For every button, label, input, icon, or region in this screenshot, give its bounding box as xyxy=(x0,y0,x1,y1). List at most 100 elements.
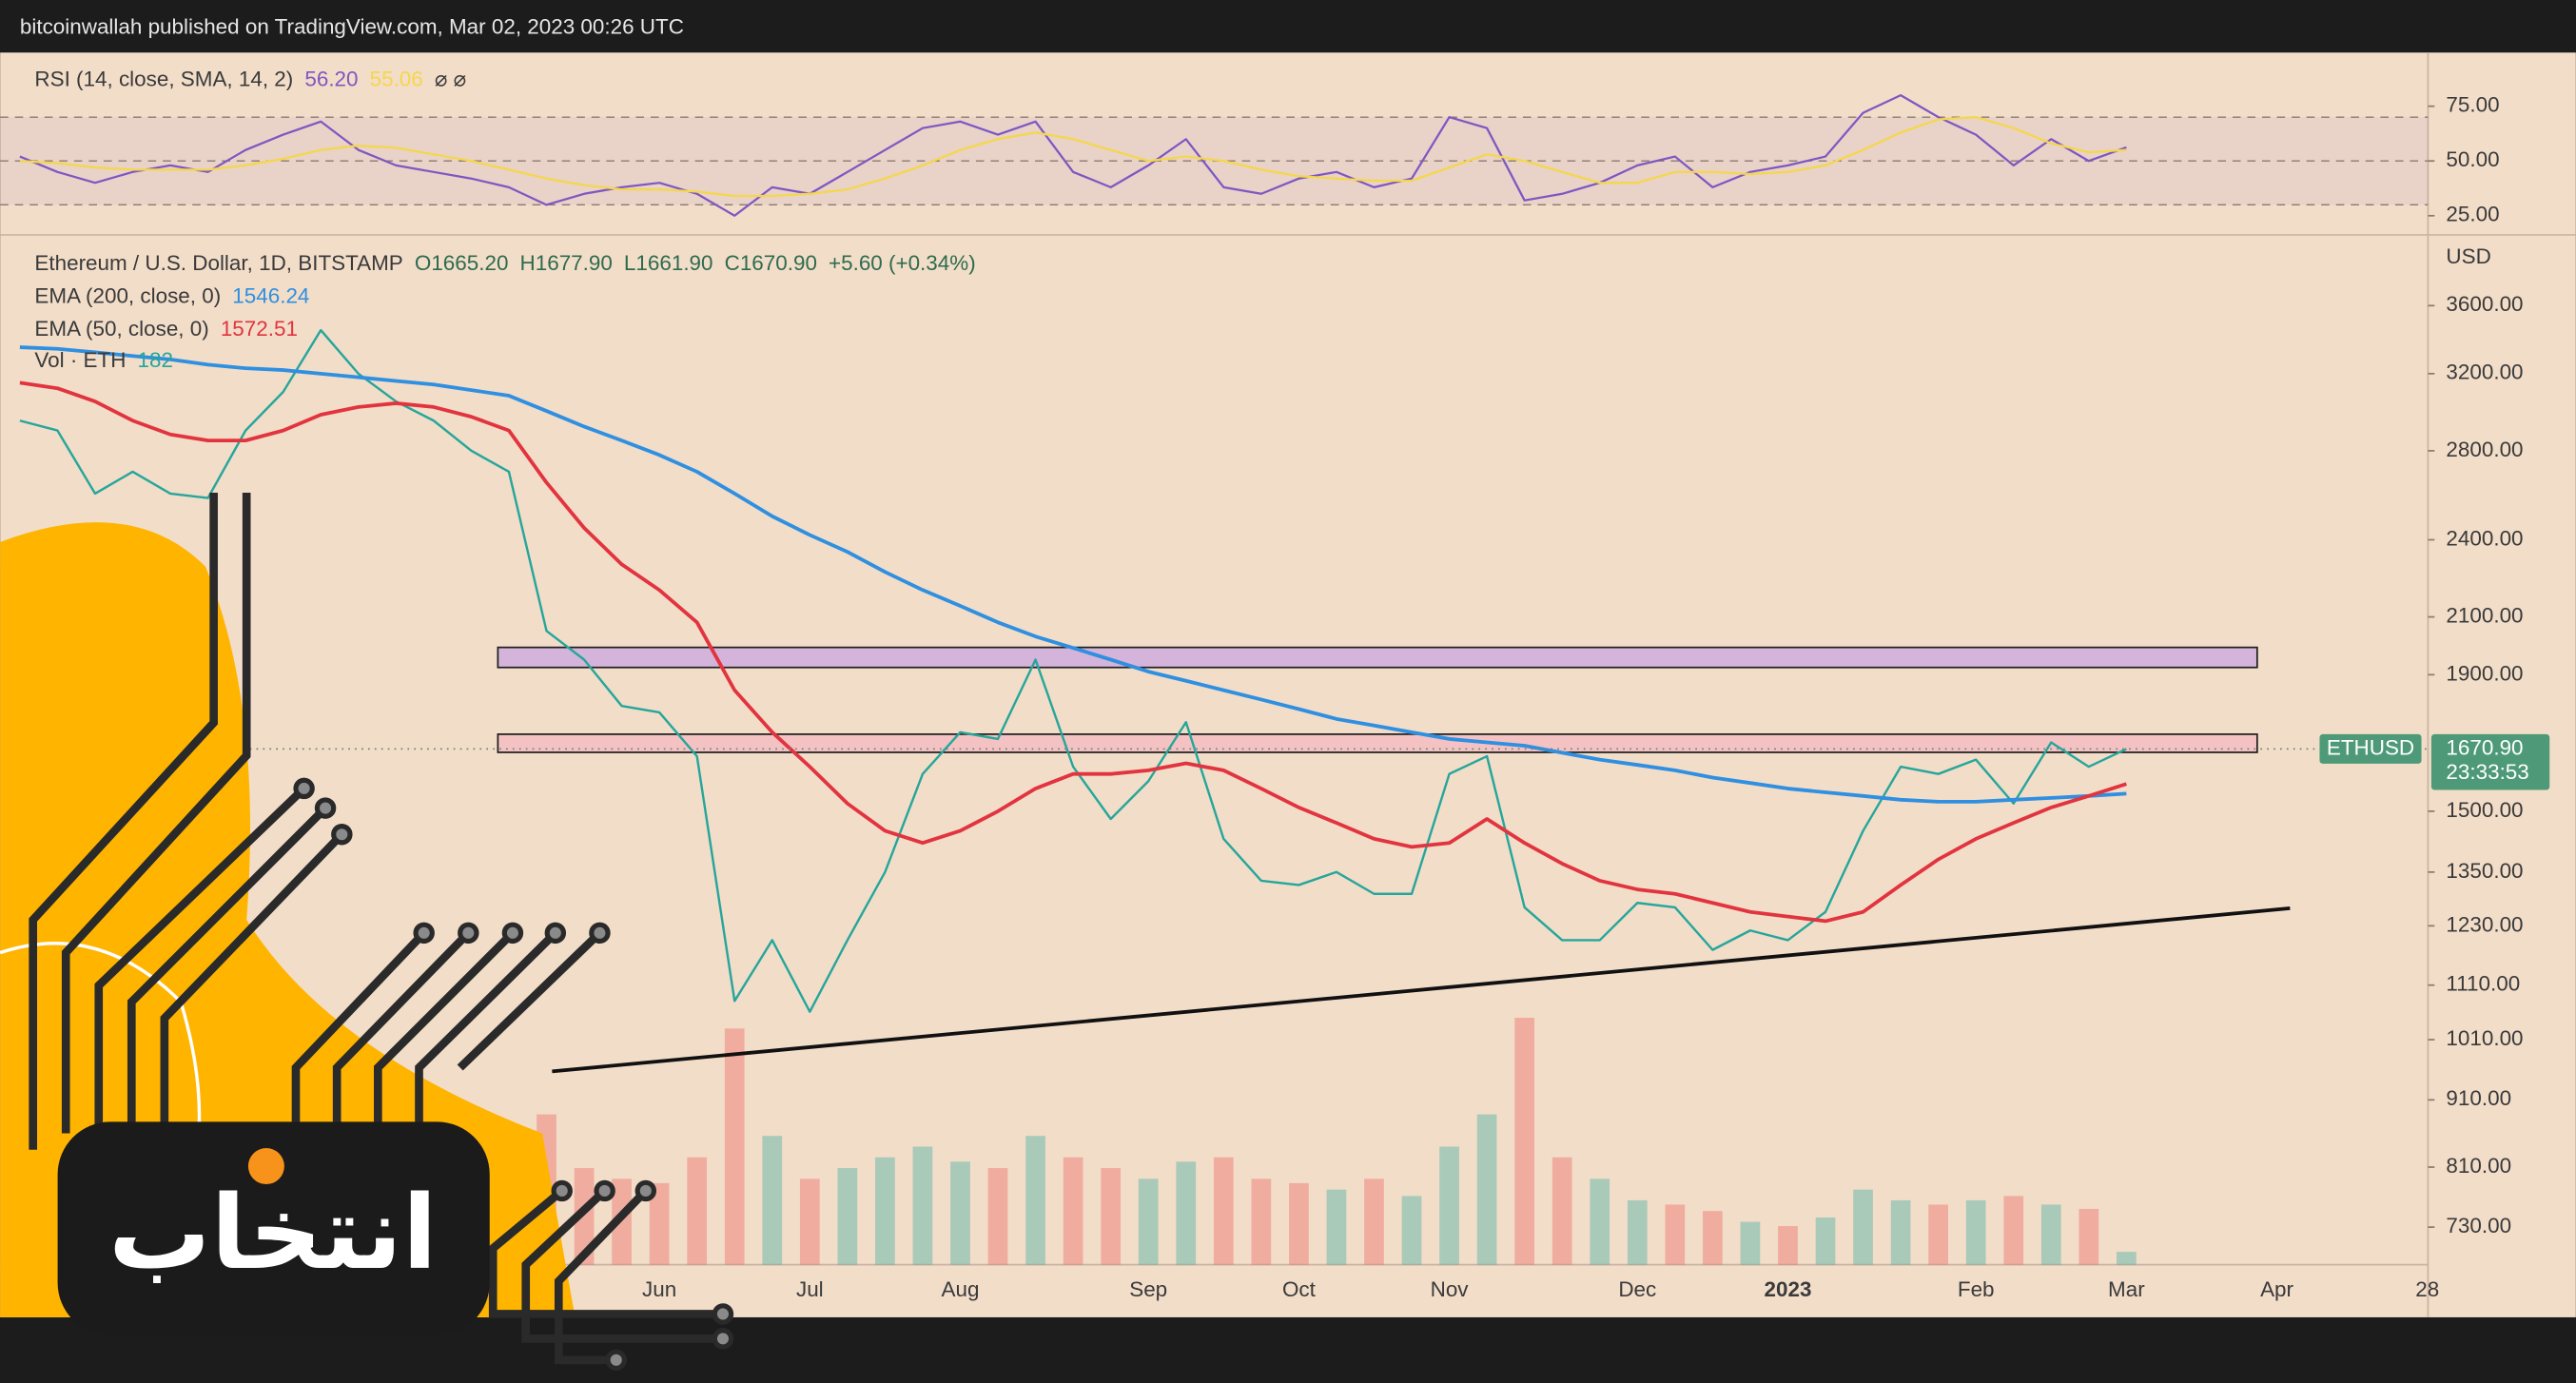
rsi-title: RSI (14, close, SMA, 14, 2) xyxy=(34,68,293,91)
circuit-nodes xyxy=(293,777,734,1372)
volume-bar xyxy=(1251,1178,1272,1265)
volume-bar xyxy=(1665,1204,1686,1265)
ema-line xyxy=(19,345,2127,804)
x-tick-label: Sep xyxy=(1129,1277,1167,1301)
x-tick-label: Oct xyxy=(1282,1277,1317,1301)
volume-bar xyxy=(950,1161,970,1265)
symbol-tag xyxy=(2319,733,2422,764)
volume-bar xyxy=(1627,1199,1648,1265)
x-tick-label: Apr xyxy=(2260,1277,2293,1301)
volume-bar xyxy=(1476,1114,1497,1265)
y-tick-label: 75.00 xyxy=(2446,93,2499,117)
y-tick-label: 1350.00 xyxy=(2446,859,2523,883)
volume-bar xyxy=(1439,1146,1459,1265)
volume-bar xyxy=(875,1157,895,1265)
volume-bar xyxy=(574,1168,595,1265)
volume-bar xyxy=(987,1168,1008,1265)
x-tick-label: Aug xyxy=(942,1277,980,1301)
legend-name: EMA (50, close, 0) xyxy=(34,317,208,341)
logo-text: انتخاب xyxy=(108,1175,437,1293)
legend-value: 182 xyxy=(138,348,173,372)
price-label: 1670.90 xyxy=(2446,735,2523,759)
y-tick-label: 3600.00 xyxy=(2446,292,2523,316)
y-tick-label: 2400.00 xyxy=(2446,526,2523,550)
volume-bar xyxy=(1401,1196,1422,1265)
rsi-value: 56.20 xyxy=(304,68,358,91)
y-tick-label: 2100.00 xyxy=(2446,603,2523,627)
y-tick-label: 730.00 xyxy=(2446,1214,2511,1237)
volume-bar xyxy=(1213,1157,1234,1265)
x-tick-label: Mar xyxy=(2108,1277,2145,1301)
volume-bar xyxy=(1965,1199,1986,1265)
x-tick-label: Dec xyxy=(1618,1277,1656,1301)
volume-bar xyxy=(1590,1178,1610,1265)
logo-plate xyxy=(57,1121,490,1335)
legend-value: 1572.51 xyxy=(221,317,298,341)
volume-bar xyxy=(1289,1182,1309,1265)
ohlc-value: O1665.20 xyxy=(415,251,509,275)
rsi-icons: ⌀ ⌀ xyxy=(435,68,466,91)
zone xyxy=(497,733,2258,753)
header: bitcoinwallah published on TradingView.c… xyxy=(20,14,684,38)
btc-icon xyxy=(247,1148,284,1185)
y-unit: USD xyxy=(2446,244,2490,268)
y-tick-label: 2800.00 xyxy=(2446,438,2523,461)
ohlc-value: L1661.90 xyxy=(624,251,713,275)
volume-bar xyxy=(2117,1252,2137,1265)
volume-bar xyxy=(1101,1168,1122,1265)
volume-bar xyxy=(1063,1157,1083,1265)
volume-bar xyxy=(1778,1226,1798,1265)
series-title: Ethereum / U.S. Dollar, 1D, BITSTAMP xyxy=(34,251,402,275)
y-tick-label: 1010.00 xyxy=(2446,1026,2523,1050)
volume-bar xyxy=(799,1178,820,1265)
volume-bar xyxy=(1853,1189,1873,1265)
change: +5.60 (+0.34%) xyxy=(829,251,976,275)
legend-name: EMA (200, close, 0) xyxy=(34,283,221,307)
zone xyxy=(497,646,2258,669)
volume-bar xyxy=(1551,1157,1572,1265)
rsi-line xyxy=(19,116,2127,198)
y-tick-label: 1110.00 xyxy=(2446,972,2520,996)
volume-bar xyxy=(2003,1196,2024,1265)
volume-bar xyxy=(2040,1204,2061,1265)
volume-bar xyxy=(724,1028,745,1265)
volume-bar xyxy=(2078,1208,2099,1265)
volume-bar xyxy=(1364,1178,1384,1265)
logo: انتخاب xyxy=(0,493,734,1372)
volume-bar xyxy=(649,1182,670,1265)
volume-bar xyxy=(1740,1221,1761,1265)
y-tick-label: 25.00 xyxy=(2446,203,2499,226)
volume-bar xyxy=(1176,1161,1197,1265)
circuit xyxy=(29,493,723,1365)
y-tick-label: 910.00 xyxy=(2446,1086,2511,1110)
price-line xyxy=(19,328,2127,1013)
countdown: 23:33:53 xyxy=(2446,760,2528,784)
x-tick-label: Jun xyxy=(642,1277,676,1301)
trendline xyxy=(552,906,2291,1074)
volume-bar xyxy=(1138,1178,1159,1265)
logo-shape xyxy=(0,522,576,1317)
volume-bar xyxy=(687,1157,708,1265)
ema-line xyxy=(19,380,2127,924)
volume-bar xyxy=(1890,1199,1911,1265)
y-tick-label: 1500.00 xyxy=(2446,798,2523,822)
volume-bar xyxy=(912,1146,933,1265)
volume-bar xyxy=(1514,1017,1535,1265)
ohlc-value: H1677.90 xyxy=(520,251,613,275)
volume-bar xyxy=(1326,1189,1347,1265)
x-tick-label: Jul xyxy=(796,1277,824,1301)
volume-bar xyxy=(1025,1136,1045,1265)
y-tick-label: 3200.00 xyxy=(2446,360,2523,384)
volume-bar xyxy=(612,1178,632,1265)
x-tick-label: Feb xyxy=(1958,1277,1995,1301)
price-tag xyxy=(2430,733,2550,790)
y-tick-label: 1900.00 xyxy=(2446,661,2523,685)
rsi-sma-value: 55.06 xyxy=(370,68,423,91)
volume-bar xyxy=(1928,1204,1949,1265)
y-tick-label: 1230.00 xyxy=(2446,912,2523,936)
rsi-line xyxy=(19,94,2127,217)
volume-bar xyxy=(762,1136,783,1265)
legend-name: Vol · ETH xyxy=(34,348,126,372)
